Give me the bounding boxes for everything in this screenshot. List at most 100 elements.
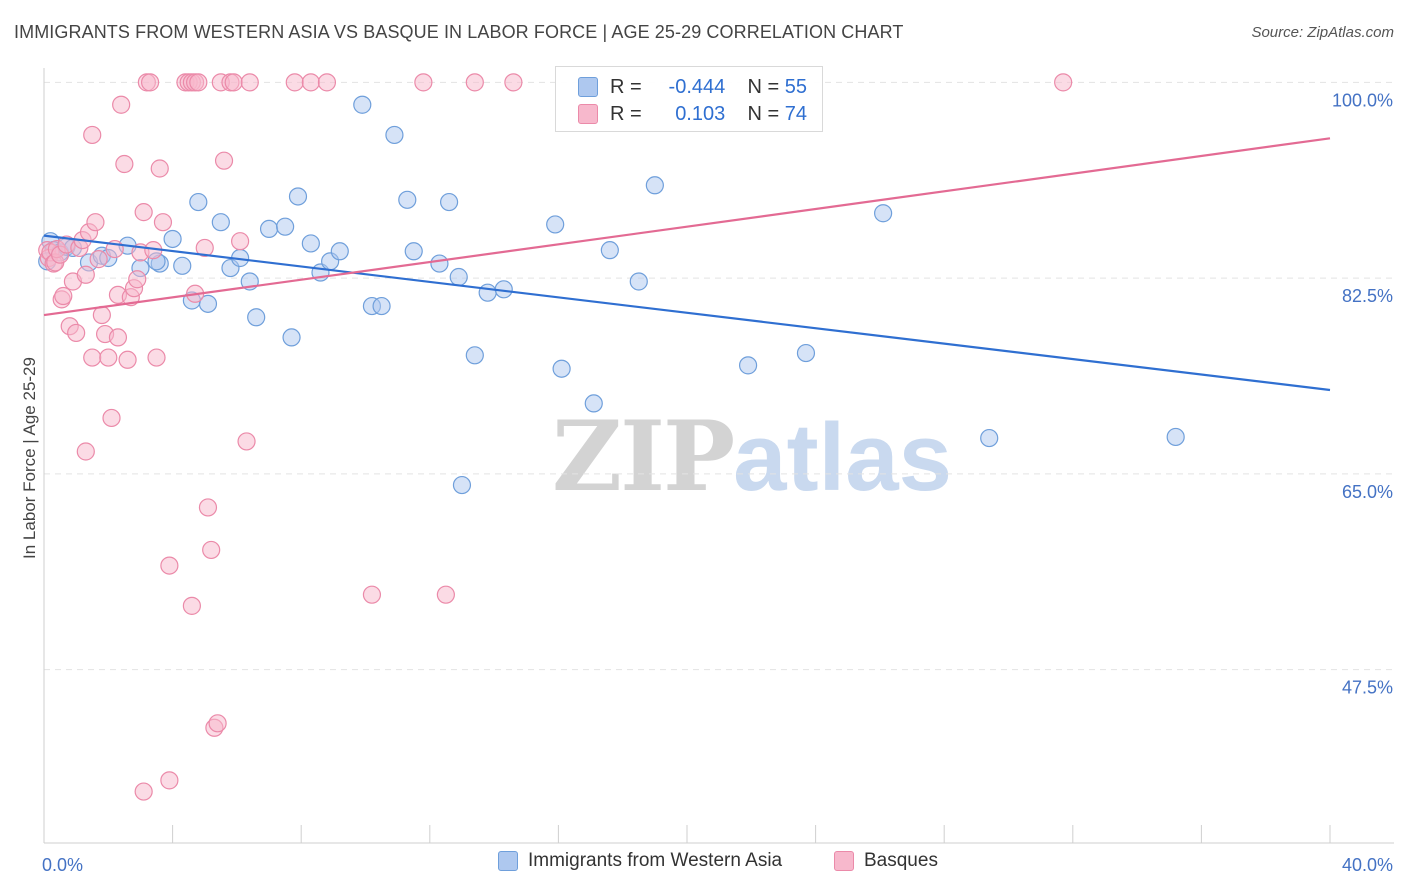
point-basques (436, 585, 455, 604)
point-western-asia (738, 356, 758, 375)
point-western-asia (546, 215, 565, 234)
trend-lines (43, 137, 1331, 392)
legend-swatch-pink (578, 104, 598, 124)
point-western-asia (372, 296, 391, 316)
point-basques (208, 714, 227, 733)
point-basques (83, 348, 102, 367)
point-basques (195, 238, 214, 258)
point-western-asia (173, 256, 192, 275)
series-western-asia-points (38, 95, 1185, 495)
legend-r-value: -0.444 (668, 75, 726, 98)
y-tick-label: 100.0% (1332, 90, 1393, 110)
point-basques (231, 232, 250, 251)
legend-item-western-asia: Immigrants from Western Asia (498, 850, 782, 872)
point-basques (153, 213, 173, 232)
legend-r-value: 0.103 (675, 102, 726, 125)
legend-swatch-blue (498, 851, 518, 871)
tick-labels: 100.0% 82.5% 65.0% 47.5% 0.0% 40.0% (42, 90, 1393, 875)
point-western-asia (645, 176, 664, 195)
correlation-legend: R = -0.444 N = 55 R = 0.103 N = 74 (555, 66, 823, 132)
point-basques (54, 286, 73, 306)
trend-line-western-asia (43, 234, 1331, 392)
point-western-asia (796, 343, 816, 363)
point-basques (76, 265, 95, 284)
watermark: ZIPatlas (552, 400, 952, 513)
point-basques (99, 348, 118, 367)
legend-swatch-blue (578, 77, 598, 97)
series-basques-points (38, 73, 1073, 801)
point-western-asia (430, 254, 449, 273)
point-western-asia (163, 229, 182, 249)
point-basques (214, 151, 234, 170)
point-basques (1054, 73, 1073, 92)
point-western-asia (247, 308, 266, 327)
point-western-asia (353, 95, 372, 114)
point-western-asia (330, 242, 349, 261)
point-western-asia (301, 234, 320, 253)
legend-r-label: R = (610, 102, 642, 125)
point-basques (504, 73, 523, 92)
legend-label-western-asia: Immigrants from Western Asia (528, 850, 783, 871)
point-western-asia (198, 294, 218, 313)
point-western-asia (874, 204, 893, 223)
point-basques (198, 498, 218, 517)
y-tick-label: 82.5% (1342, 286, 1393, 306)
point-western-asia (629, 272, 648, 291)
point-basques (112, 95, 131, 114)
watermark-atlas: atlas (733, 404, 952, 511)
point-western-asia (211, 213, 230, 232)
point-western-asia (189, 192, 208, 212)
point-western-asia (439, 192, 459, 212)
point-basques (301, 73, 320, 92)
point-basques (102, 408, 121, 428)
point-western-asia (385, 125, 404, 145)
legend-item-basques: Basques (834, 850, 938, 872)
point-basques (134, 782, 153, 801)
point-western-asia (552, 359, 571, 378)
legend-n-value: 74 (784, 102, 807, 125)
legend-row-western-asia: R = -0.444 N = 55 (578, 74, 807, 100)
legend-row-basques: R = 0.103 N = 74 (578, 101, 807, 127)
point-basques (118, 350, 137, 369)
legend-n-label: N = (747, 102, 780, 125)
point-basques (202, 540, 221, 560)
y-tick-label: 47.5% (1342, 678, 1393, 698)
point-western-asia (404, 242, 423, 261)
point-basques (150, 159, 169, 178)
x-tick-label: 0.0% (42, 855, 83, 875)
point-basques (92, 305, 111, 325)
point-basques (160, 771, 179, 790)
point-western-asia (449, 267, 468, 287)
point-western-asia (276, 217, 295, 236)
point-western-asia (398, 190, 417, 209)
point-western-asia (1166, 427, 1185, 447)
point-basques (134, 203, 153, 222)
point-basques (115, 154, 134, 174)
y-axis-label: In Labor Force | Age 25-29 (20, 357, 39, 559)
chart-source: Source: ZipAtlas.com (1251, 24, 1394, 41)
point-basques (76, 442, 95, 461)
series-legend: Immigrants from Western Asia Basques (0, 850, 1406, 880)
point-basques (86, 213, 105, 232)
legend-swatch-pink (834, 851, 854, 871)
trend-line-basques (43, 137, 1331, 317)
grid-lines (44, 81, 1394, 671)
legend-n-label: N = (747, 75, 780, 98)
point-western-asia (452, 475, 472, 495)
point-basques (108, 328, 128, 347)
point-western-asia (259, 219, 279, 239)
legend-n-value: 55 (784, 75, 807, 98)
point-basques (237, 432, 256, 451)
point-western-asia (584, 394, 603, 413)
point-basques (182, 596, 201, 615)
chart-title: IMMIGRANTS FROM WESTERN ASIA VS BASQUE I… (14, 22, 904, 42)
point-western-asia (465, 346, 484, 365)
point-basques (67, 323, 86, 343)
point-basques (140, 73, 160, 92)
point-basques (414, 73, 433, 92)
y-tick-label: 65.0% (1342, 482, 1393, 502)
point-basques (189, 73, 208, 92)
point-basques (362, 585, 382, 604)
point-western-asia (282, 328, 301, 347)
